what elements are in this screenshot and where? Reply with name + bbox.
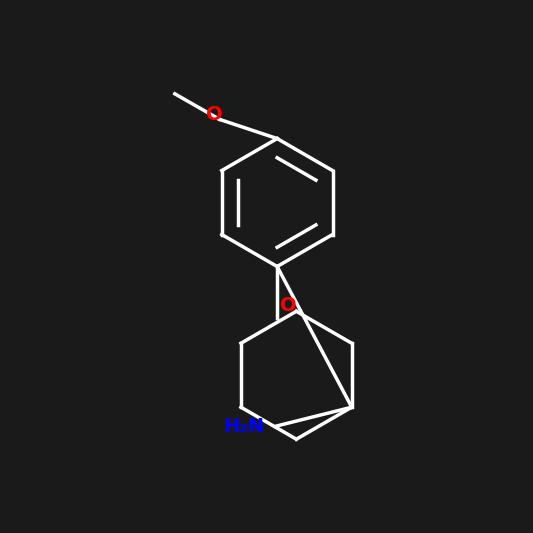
Text: O: O [206,104,223,124]
Text: O: O [280,296,297,316]
Text: H₂N: H₂N [223,417,264,436]
